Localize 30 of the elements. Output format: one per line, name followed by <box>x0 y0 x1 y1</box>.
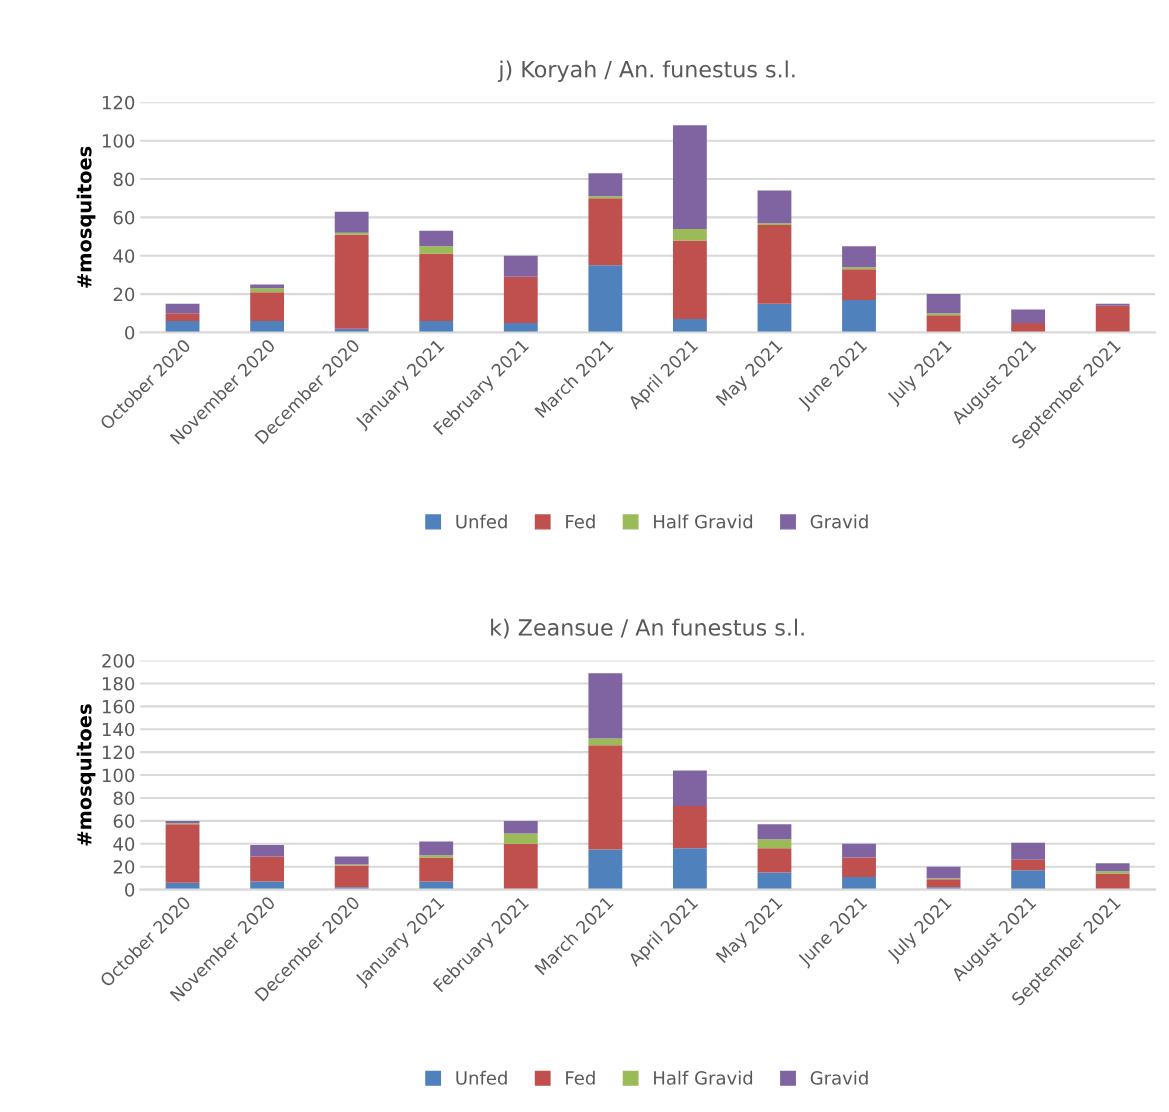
y-axis-title: #mosquitoes <box>76 146 96 288</box>
y-tick-label: 40 <box>113 837 135 851</box>
y-tick-label: 20 <box>113 287 135 302</box>
legend-label: Fed <box>566 514 595 529</box>
legend-label: Fed <box>566 1070 595 1085</box>
chart-title: k) Zeansue / An funestus s.l. <box>491 618 804 639</box>
y-tick-label: 100 <box>102 134 135 148</box>
y-tick-label: 0 <box>125 325 135 340</box>
y-tick-label: 60 <box>113 814 135 828</box>
y-tick-label: 100 <box>102 768 135 783</box>
legend-label: Gravid <box>810 1070 868 1085</box>
y-tick-label: 80 <box>113 172 135 187</box>
legend-label: Half Gravid <box>654 1070 753 1085</box>
y-tick-label: 140 <box>102 722 135 737</box>
y-tick-label: 0 <box>125 883 135 897</box>
y-axis-title: #mosquitoes <box>76 704 96 846</box>
y-tick-label: 120 <box>102 745 135 760</box>
legend-label: Unfed <box>456 1070 507 1085</box>
y-tick-label: 60 <box>113 210 135 225</box>
legend-label: Gravid <box>810 514 868 529</box>
y-tick-label: 180 <box>102 676 135 691</box>
chart-title: j) Koryah / An. funestus s.l. <box>497 60 795 82</box>
legend-label: Half Gravid <box>654 514 753 529</box>
y-tick-label: 200 <box>102 653 135 668</box>
y-tick-label: 20 <box>113 860 135 874</box>
y-tick-label: 40 <box>113 249 135 263</box>
y-tick-label: 160 <box>102 699 135 714</box>
legend-label: Unfed <box>456 514 507 529</box>
y-tick-label: 80 <box>113 791 135 806</box>
y-tick-label: 120 <box>102 95 135 110</box>
